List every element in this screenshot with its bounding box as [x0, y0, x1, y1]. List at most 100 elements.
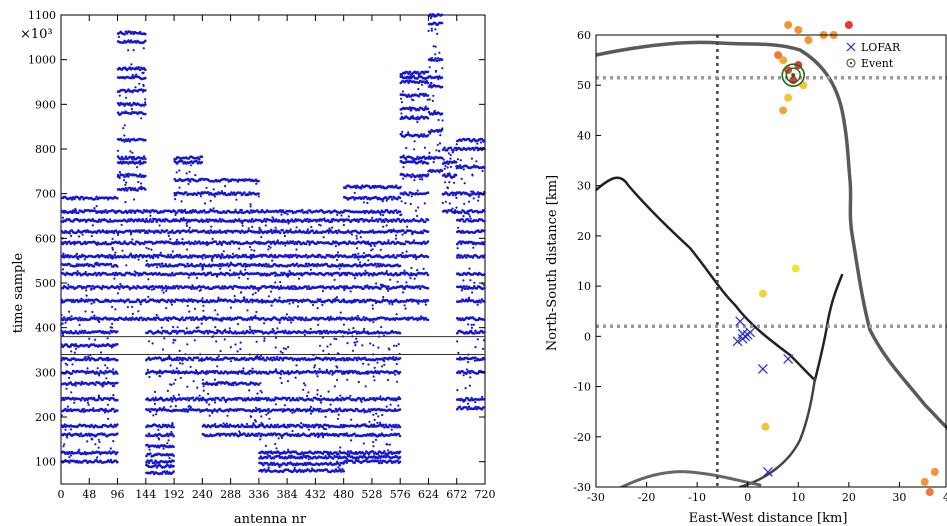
data-point	[132, 188, 135, 191]
data-point	[172, 434, 175, 438]
data-point	[113, 273, 116, 277]
data-point	[63, 211, 66, 214]
data-point	[126, 306, 129, 309]
data-point	[278, 273, 282, 277]
data-point	[145, 217, 148, 221]
data-point	[215, 425, 218, 428]
data-point	[125, 96, 128, 99]
data-point	[254, 291, 257, 294]
data-point	[97, 271, 101, 275]
data-point	[246, 309, 249, 312]
data-point	[251, 301, 254, 304]
data-point	[229, 269, 232, 272]
data-point	[245, 422, 249, 426]
data-point	[294, 253, 298, 257]
data-point	[171, 400, 174, 403]
data-point	[146, 286, 149, 289]
data-point	[249, 257, 252, 260]
data-point	[111, 305, 114, 308]
data-point	[216, 329, 219, 332]
data-point	[152, 217, 155, 220]
data-point	[116, 173, 120, 176]
data-point	[60, 398, 63, 402]
data-point	[214, 422, 217, 426]
data-point	[105, 231, 108, 235]
data-point	[172, 470, 175, 473]
data-point	[208, 403, 211, 406]
data-point	[135, 287, 138, 290]
data-point	[85, 451, 88, 454]
data-point	[109, 447, 112, 450]
data-point	[211, 411, 214, 414]
data-point	[236, 350, 239, 353]
data-point	[197, 326, 200, 329]
data-point	[194, 174, 197, 177]
data-point	[95, 195, 98, 199]
data-point	[68, 310, 71, 313]
data-point	[179, 376, 182, 379]
data-point	[166, 442, 169, 445]
data-point	[76, 264, 79, 267]
data-point	[145, 246, 148, 249]
data-point	[174, 198, 177, 201]
data-point	[95, 261, 98, 264]
data-point	[111, 384, 114, 387]
data-point	[316, 423, 320, 427]
data-point	[186, 248, 189, 251]
data-point	[131, 103, 134, 107]
data-point	[146, 231, 149, 235]
data-point	[217, 424, 220, 428]
data-point	[172, 459, 175, 463]
data-point	[133, 270, 136, 273]
data-point	[120, 155, 124, 159]
data-point	[169, 253, 173, 257]
data-point	[150, 288, 154, 291]
data-point	[90, 302, 93, 305]
data-point	[128, 140, 132, 143]
data-point	[139, 303, 142, 306]
data-point	[161, 262, 164, 265]
data-point	[205, 401, 208, 404]
data-point	[76, 252, 79, 255]
data-point	[111, 257, 114, 260]
data-point	[144, 298, 147, 302]
data-point	[167, 439, 170, 442]
data-point	[238, 276, 241, 279]
data-point	[253, 249, 256, 252]
data-point	[169, 274, 173, 277]
data-point	[68, 331, 71, 335]
data-point	[83, 344, 86, 347]
data-point	[124, 110, 127, 113]
data-point	[131, 238, 134, 241]
data-point	[144, 68, 147, 71]
data-point	[257, 195, 260, 198]
data-point	[148, 448, 151, 451]
data-point	[249, 203, 252, 206]
data-point	[232, 384, 235, 387]
data-point	[185, 408, 188, 411]
data-point	[73, 351, 76, 354]
data-point	[131, 73, 134, 76]
data-point	[239, 191, 242, 195]
data-point	[77, 211, 80, 215]
data-point	[208, 414, 211, 417]
data-point	[123, 124, 126, 127]
data-point	[128, 102, 132, 105]
data-point	[93, 338, 97, 341]
data-point	[116, 460, 119, 464]
data-point	[112, 271, 115, 275]
data-point	[175, 238, 179, 241]
data-point	[202, 385, 205, 388]
data-point	[70, 350, 73, 353]
data-point	[224, 328, 227, 331]
data-point	[159, 265, 162, 268]
data-point	[116, 409, 119, 412]
data-point	[86, 401, 89, 404]
data-point	[228, 193, 232, 197]
data-point	[68, 461, 71, 464]
data-point	[332, 457, 335, 460]
data-point	[225, 422, 228, 425]
data-point	[82, 397, 85, 400]
data-point	[169, 383, 172, 386]
